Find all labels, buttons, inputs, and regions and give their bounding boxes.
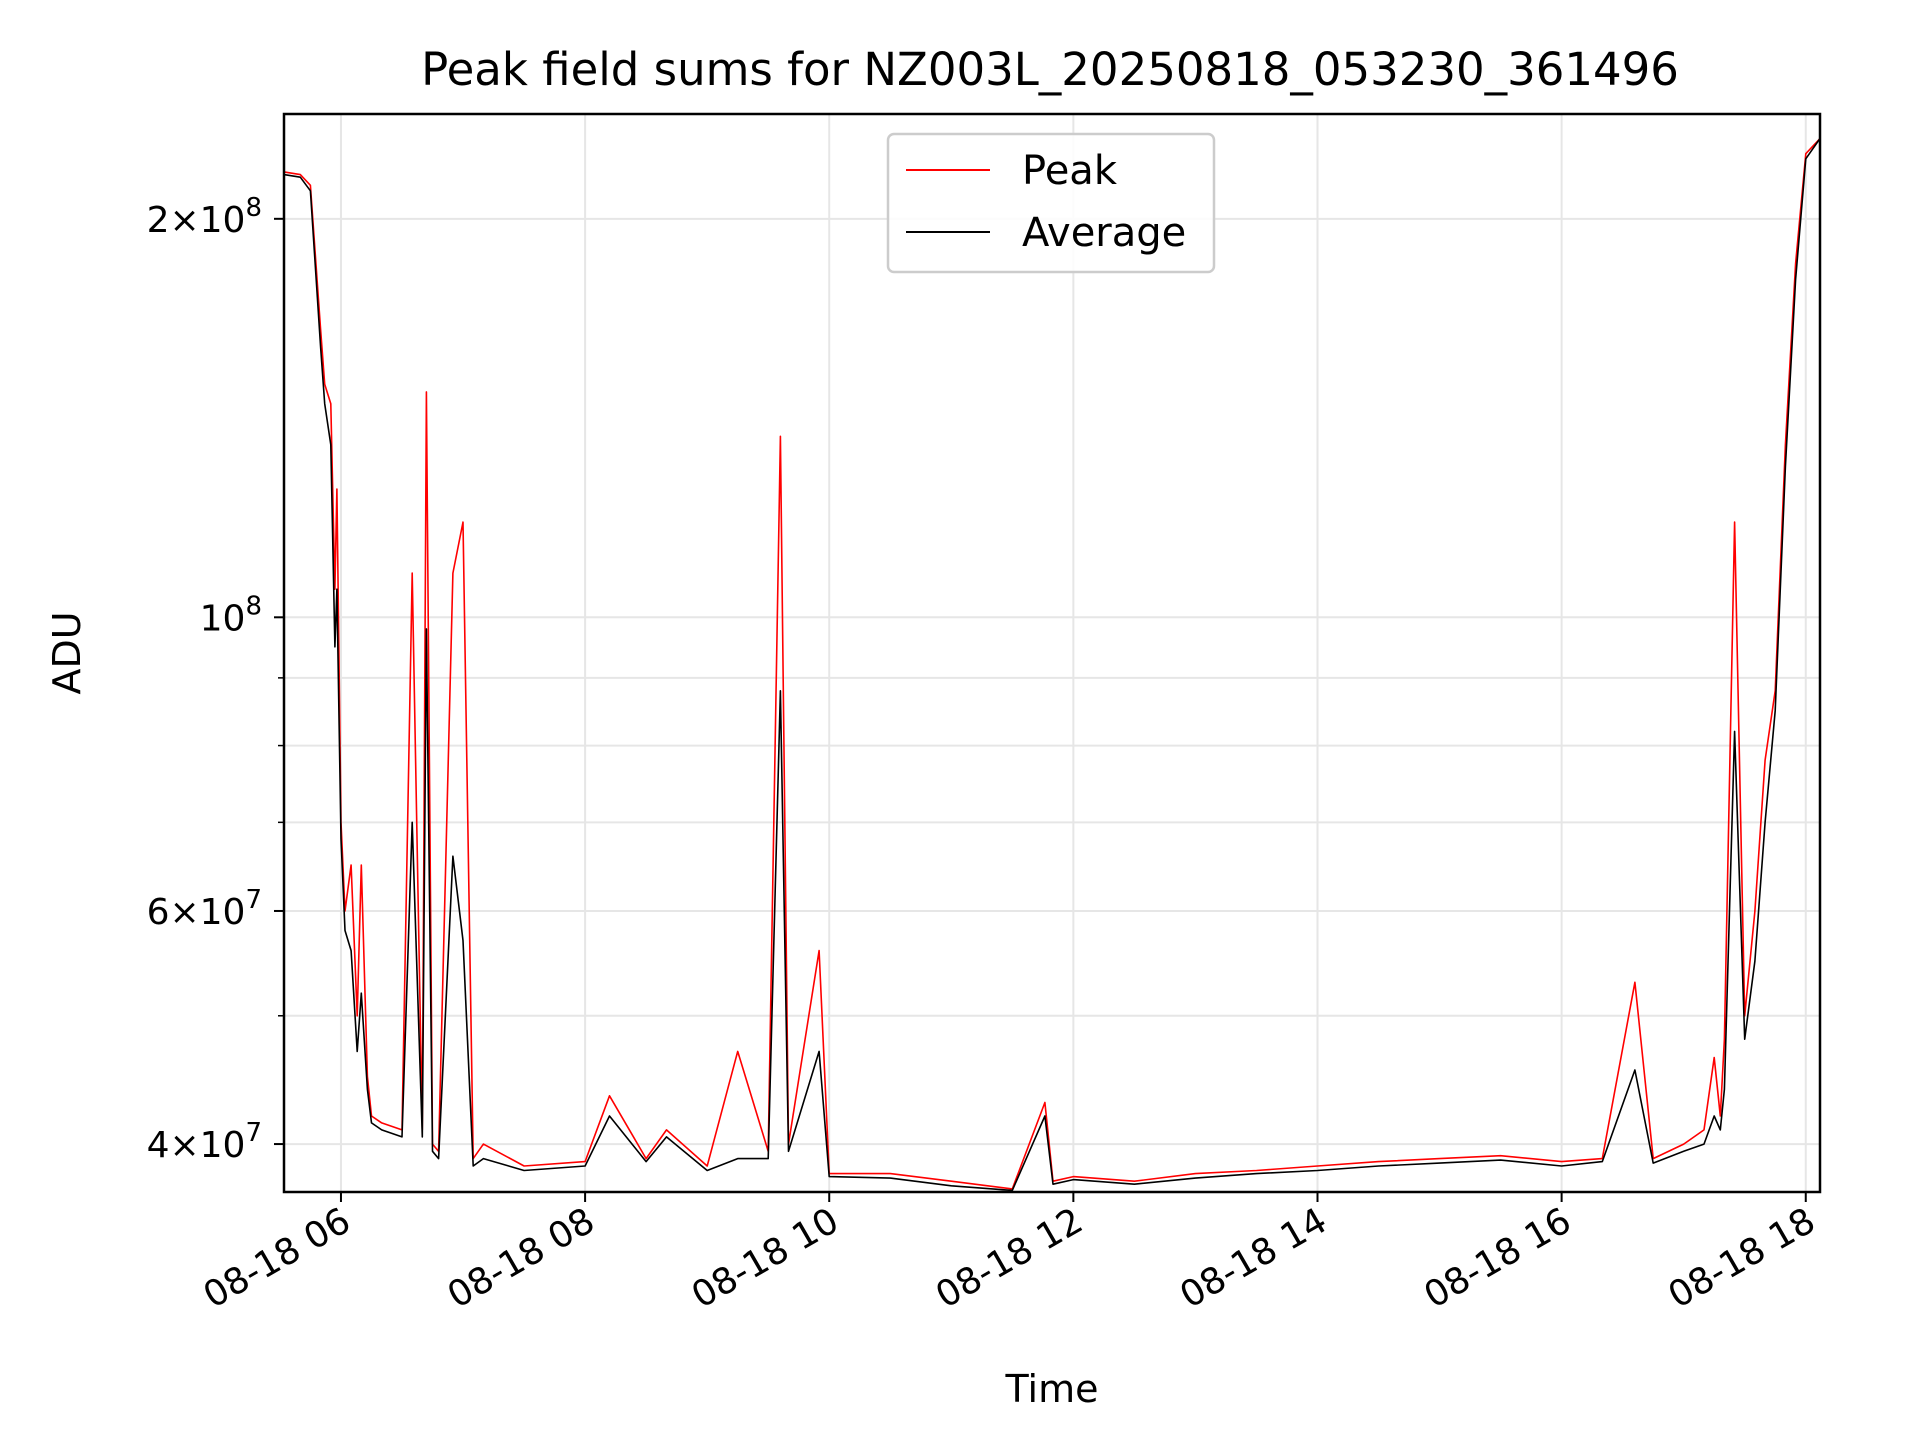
legend-label-peak: Peak bbox=[1022, 148, 1118, 194]
y-tick-exponent: 7 bbox=[245, 1118, 262, 1148]
legend-box bbox=[886, 132, 1216, 274]
grid bbox=[284, 114, 1820, 1192]
y-tick-label: 2×108 bbox=[147, 193, 262, 241]
plot-frame bbox=[282, 112, 1822, 1194]
legend: Peak Average bbox=[886, 132, 1216, 274]
y-tick-exponent: 7 bbox=[245, 885, 262, 915]
y-tick-exponent: 8 bbox=[245, 591, 262, 621]
y-tick-label: 6×107 bbox=[147, 885, 262, 933]
y-tick-base: 6×10 bbox=[147, 892, 246, 933]
legend-label-average: Average bbox=[1022, 210, 1186, 256]
chart-title: Peak field sums for NZ003L_20250818_0532… bbox=[421, 43, 1679, 96]
series-line-average bbox=[283, 138, 1821, 1192]
y-tick-base: 10 bbox=[200, 598, 246, 639]
x-axis-label: Time bbox=[1005, 1367, 1099, 1411]
y-tick-label: 4×107 bbox=[147, 1118, 262, 1166]
y-tick-label: 108 bbox=[200, 591, 262, 639]
series-line-peak bbox=[283, 137, 1821, 1190]
series-layer bbox=[283, 137, 1821, 1192]
y-tick-base: 4×10 bbox=[147, 1125, 246, 1166]
y-tick-exponent: 8 bbox=[245, 193, 262, 223]
y-tick-base: 2×10 bbox=[147, 200, 246, 241]
y-axis-label: ADU bbox=[45, 611, 89, 694]
